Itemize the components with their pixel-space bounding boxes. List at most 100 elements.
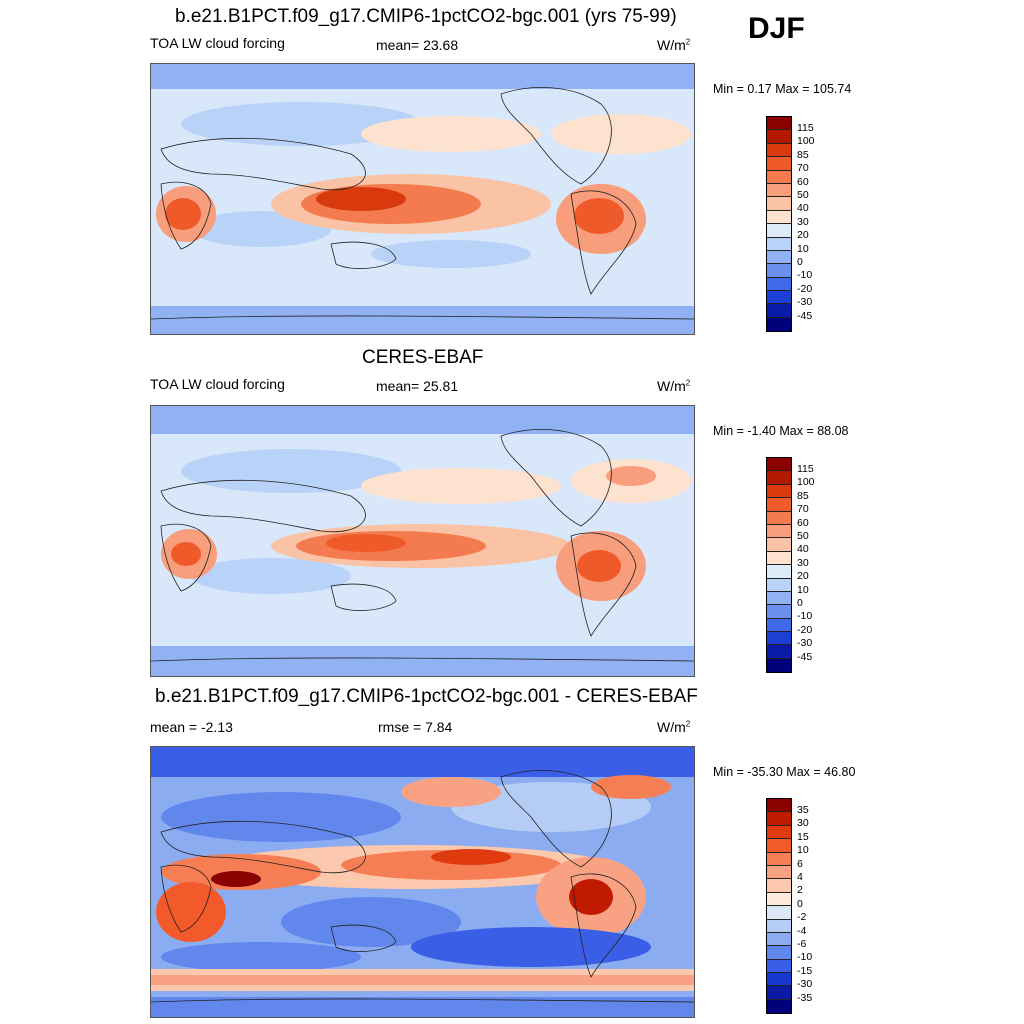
panel-1-title: b.e21.B1PCT.f09_g17.CMIP6-1pctCO2-bgc.00… — [175, 6, 677, 27]
panel-1-left-label: TOA LW cloud forcing — [150, 35, 285, 51]
colorbar-swatch — [767, 498, 791, 512]
colorbar-swatch — [767, 317, 791, 332]
panel-2-units: W/m2 — [657, 378, 691, 394]
panel-3-colorbar-ticks: 35 30 15 10 6 4 2 0 -2 -4 -6 -10 -15 -30 -35 — [797, 804, 812, 1005]
colorbar-tick-label: 115 — [797, 463, 814, 475]
colorbar-tick-label: 115 — [797, 122, 814, 134]
colorbar-swatch — [767, 865, 791, 880]
colorbar-swatch — [767, 632, 791, 646]
colorbar-tick-label: 60 — [797, 516, 809, 529]
panel-2-map — [150, 405, 695, 677]
colorbar-tick-label: 50 — [797, 530, 809, 543]
colorbar-tick-label: 85 — [797, 148, 809, 161]
colorbar-tick-label: 30 — [797, 215, 809, 228]
colorbar-swatch — [767, 471, 791, 485]
colorbar-swatch — [767, 250, 791, 265]
colorbar-tick-label: -45 — [797, 650, 813, 663]
colorbar-tick-label: -20 — [797, 623, 813, 636]
colorbar-swatch — [767, 511, 791, 525]
panel-3-mean: mean = -2.13 — [150, 719, 233, 735]
panel-3-map — [150, 746, 695, 1018]
colorbar-tick-label: -45 — [797, 309, 813, 322]
colorbar-swatch — [767, 906, 791, 920]
panel-1-colorbar-ticks: 115 100 85 70 60 50 40 30 20 10 0 -10 -20 -30 -45 — [797, 122, 815, 323]
colorbar-swatch — [767, 578, 791, 592]
colorbar-swatch — [767, 538, 791, 552]
colorbar-tick-label: -35 — [797, 991, 813, 1004]
colorbar-tick-label: -10 — [797, 610, 813, 623]
panel-2-mean: mean= 25.81 — [376, 378, 459, 394]
colorbar-tick-label: 20 — [797, 570, 809, 583]
colorbar-swatch — [767, 130, 791, 144]
colorbar-swatch — [767, 170, 791, 184]
colorbar-swatch — [767, 524, 791, 539]
colorbar-swatch — [767, 799, 791, 813]
colorbar-swatch — [767, 839, 791, 853]
colorbar-tick-label: 0 — [797, 597, 803, 610]
colorbar-swatch — [767, 551, 791, 566]
colorbar-swatch — [767, 264, 791, 278]
colorbar-swatch — [767, 117, 791, 131]
colorbar-tick-label: 50 — [797, 189, 809, 202]
colorbar-tick-label: -6 — [797, 938, 807, 951]
panel-3-units: W/m2 — [657, 719, 691, 735]
panel-3-title: b.e21.B1PCT.f09_g17.CMIP6-1pctCO2-bgc.00… — [155, 686, 698, 707]
panel-3-minmax: Min = -35.30 Max = 46.80 — [713, 765, 856, 779]
colorbar-tick-label: -30 — [797, 296, 813, 309]
colorbar-swatch — [767, 999, 791, 1014]
panel-2-colorbar — [766, 457, 792, 674]
colorbar-tick-label: 10 — [797, 583, 809, 596]
colorbar-tick-label: 0 — [797, 256, 803, 269]
colorbar-tick-label: 30 — [797, 556, 809, 569]
colorbar-swatch — [767, 237, 791, 251]
panel-2-minmax: Min = -1.40 Max = 88.08 — [713, 424, 849, 438]
colorbar-tick-label: 40 — [797, 543, 809, 556]
colorbar-swatch — [767, 658, 791, 673]
panel-2-colorbar-ticks: 115 100 85 70 60 50 40 30 20 10 0 -10 -20 -30 -45 — [797, 463, 815, 664]
colorbar-tick-label: -10 — [797, 951, 813, 964]
panel-1-colorbar — [766, 116, 792, 333]
panel-3-rmse: rmse = 7.84 — [378, 719, 453, 735]
colorbar-tick-label: -30 — [797, 978, 813, 991]
colorbar-swatch — [767, 892, 791, 907]
colorbar-tick-label: 10 — [797, 242, 809, 255]
panel-2-left-label: TOA LW cloud forcing — [150, 376, 285, 392]
panel-3-colorbar — [766, 798, 792, 1015]
colorbar-tick-label: 10 — [797, 844, 809, 857]
colorbar-tick-label: -4 — [797, 924, 807, 937]
colorbar-tick-label: 15 — [797, 830, 809, 843]
colorbar-swatch — [767, 304, 791, 318]
colorbar-tick-label: 60 — [797, 175, 809, 188]
colorbar-swatch — [767, 852, 791, 866]
colorbar-tick-label: 85 — [797, 489, 809, 502]
colorbar-swatch — [767, 291, 791, 305]
colorbar-swatch — [767, 591, 791, 606]
colorbar-swatch — [767, 197, 791, 211]
colorbar-swatch — [767, 224, 791, 238]
colorbar-swatch — [767, 825, 791, 840]
colorbar-swatch — [767, 183, 791, 198]
colorbar-swatch — [767, 959, 791, 974]
colorbar-swatch — [767, 879, 791, 893]
panel-2-title: CERES-EBAF — [362, 347, 484, 368]
colorbar-tick-label: -2 — [797, 911, 807, 924]
colorbar-tick-label: 20 — [797, 229, 809, 242]
colorbar-swatch — [767, 986, 791, 1000]
colorbar-tick-label: 6 — [797, 857, 803, 870]
colorbar-swatch — [767, 618, 791, 633]
colorbar-swatch — [767, 605, 791, 619]
colorbar-tick-label: 100 — [797, 135, 815, 148]
colorbar-tick-label: -10 — [797, 269, 813, 282]
colorbar-swatch — [767, 645, 791, 659]
colorbar-tick-label: 35 — [797, 804, 809, 816]
colorbar-tick-label: -30 — [797, 637, 813, 650]
colorbar-tick-label: -20 — [797, 282, 813, 295]
colorbar-swatch — [767, 973, 791, 987]
colorbar-tick-label: 0 — [797, 897, 803, 910]
colorbar-tick-label: 4 — [797, 871, 803, 884]
panel-1-mean: mean= 23.68 — [376, 37, 459, 53]
colorbar-swatch — [767, 157, 791, 171]
colorbar-swatch — [767, 277, 791, 292]
colorbar-tick-label: 2 — [797, 884, 803, 897]
panel-1-minmax: Min = 0.17 Max = 105.74 — [713, 82, 852, 96]
